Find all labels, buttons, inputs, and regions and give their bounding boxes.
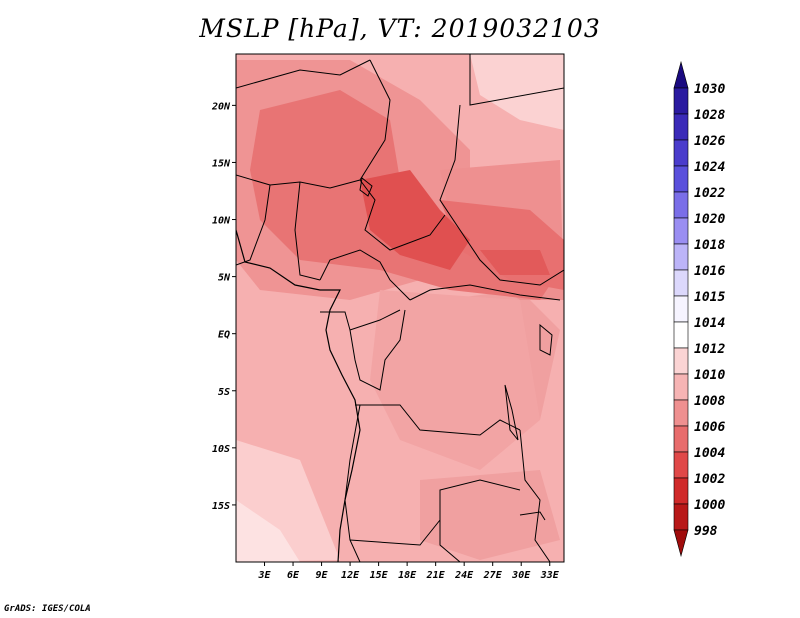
colorbar-label: 1014	[694, 316, 725, 331]
colorbar-label: 1010	[694, 368, 725, 383]
colorbar-swatch	[673, 399, 689, 427]
colorbar-label: 1020	[694, 212, 725, 227]
colorbar-swatch	[673, 295, 689, 323]
colorbar-label: 1026	[694, 134, 725, 149]
pressure-field	[236, 54, 564, 562]
grads-credit: GrADS: IGES/COLA	[4, 604, 91, 614]
lat-tick-label: 15S	[212, 501, 230, 512]
colorbar-swatch	[673, 321, 689, 349]
lon-tick-label: 15E	[370, 570, 389, 581]
lat-tick-label: EQ	[218, 330, 230, 341]
colorbar-label: 1030	[694, 82, 725, 97]
map-title: MSLP [hPa], VT: 2019032103	[199, 14, 601, 43]
lat-tick-label: 10S	[212, 444, 230, 455]
lat-tick-label: 15N	[212, 158, 231, 169]
coastline	[236, 229, 361, 562]
colorbar-swatch	[673, 451, 689, 479]
colorbar-label: 1008	[694, 394, 725, 409]
lon-tick-label: 18E	[398, 570, 417, 581]
lon-tick-label: 6E	[287, 570, 300, 581]
colorbar-swatch	[673, 60, 689, 89]
map-frame	[235, 53, 565, 563]
lon-tick-label: 24E	[454, 570, 474, 581]
colorbar-swatch	[673, 113, 689, 141]
colorbar-label: 998	[694, 524, 718, 539]
colorbar-label: 1000	[694, 498, 725, 513]
colorbar-label: 1024	[694, 160, 725, 175]
colorbar-swatch	[673, 529, 689, 558]
colorbar-swatch	[673, 425, 689, 453]
lon-tick-label: 33E	[540, 570, 560, 581]
country-borders	[236, 54, 564, 562]
lon-tick-label: 21E	[426, 570, 446, 581]
colorbar-swatch	[673, 243, 689, 271]
colorbar-swatch	[673, 217, 689, 245]
colorbar-swatch	[673, 191, 689, 219]
colorbar: 1030 1028 1026 1024 1022 1020 1018 1016 1015 1014…	[673, 60, 725, 558]
colorbar-label: 1016	[694, 264, 725, 279]
lon-tick-label: 30E	[511, 570, 531, 581]
lon-tick-label: 9E	[316, 570, 329, 581]
latitude-axis: 20N 15N 10N 5N EQ 5S 10S 15S	[211, 101, 236, 512]
lat-tick-label: 20N	[211, 101, 231, 112]
longitude-axis: 3E 6E 9E 12E 15E 18E 21E 24E 27E 30E 33E	[257, 562, 560, 581]
colorbar-label: 1006	[694, 420, 725, 435]
colorbar-label: 1018	[694, 238, 725, 253]
colorbar-label: 1004	[694, 446, 725, 461]
lat-tick-label: 5S	[218, 387, 230, 398]
colorbar-swatch	[673, 165, 689, 193]
lakes	[359, 177, 553, 521]
lat-tick-label: 5N	[218, 273, 231, 284]
colorbar-label: 1012	[694, 342, 725, 357]
colorbar-label: 1002	[694, 472, 725, 487]
colorbar-swatch	[673, 139, 689, 167]
lon-tick-label: 3E	[257, 570, 271, 581]
lon-tick-label: 12E	[341, 570, 360, 581]
lon-tick-label: 27E	[483, 570, 503, 581]
colorbar-label: 1028	[694, 108, 725, 123]
colorbar-swatch	[673, 87, 689, 115]
colorbar-swatch	[673, 503, 689, 531]
colorbar-label: 1015	[694, 290, 725, 305]
colorbar-swatch	[673, 347, 689, 375]
colorbar-swatch	[673, 373, 689, 401]
colorbar-swatch	[673, 477, 689, 505]
colorbar-label: 1022	[694, 186, 725, 201]
colorbar-swatch	[673, 269, 689, 297]
lat-tick-label: 10N	[212, 216, 231, 227]
